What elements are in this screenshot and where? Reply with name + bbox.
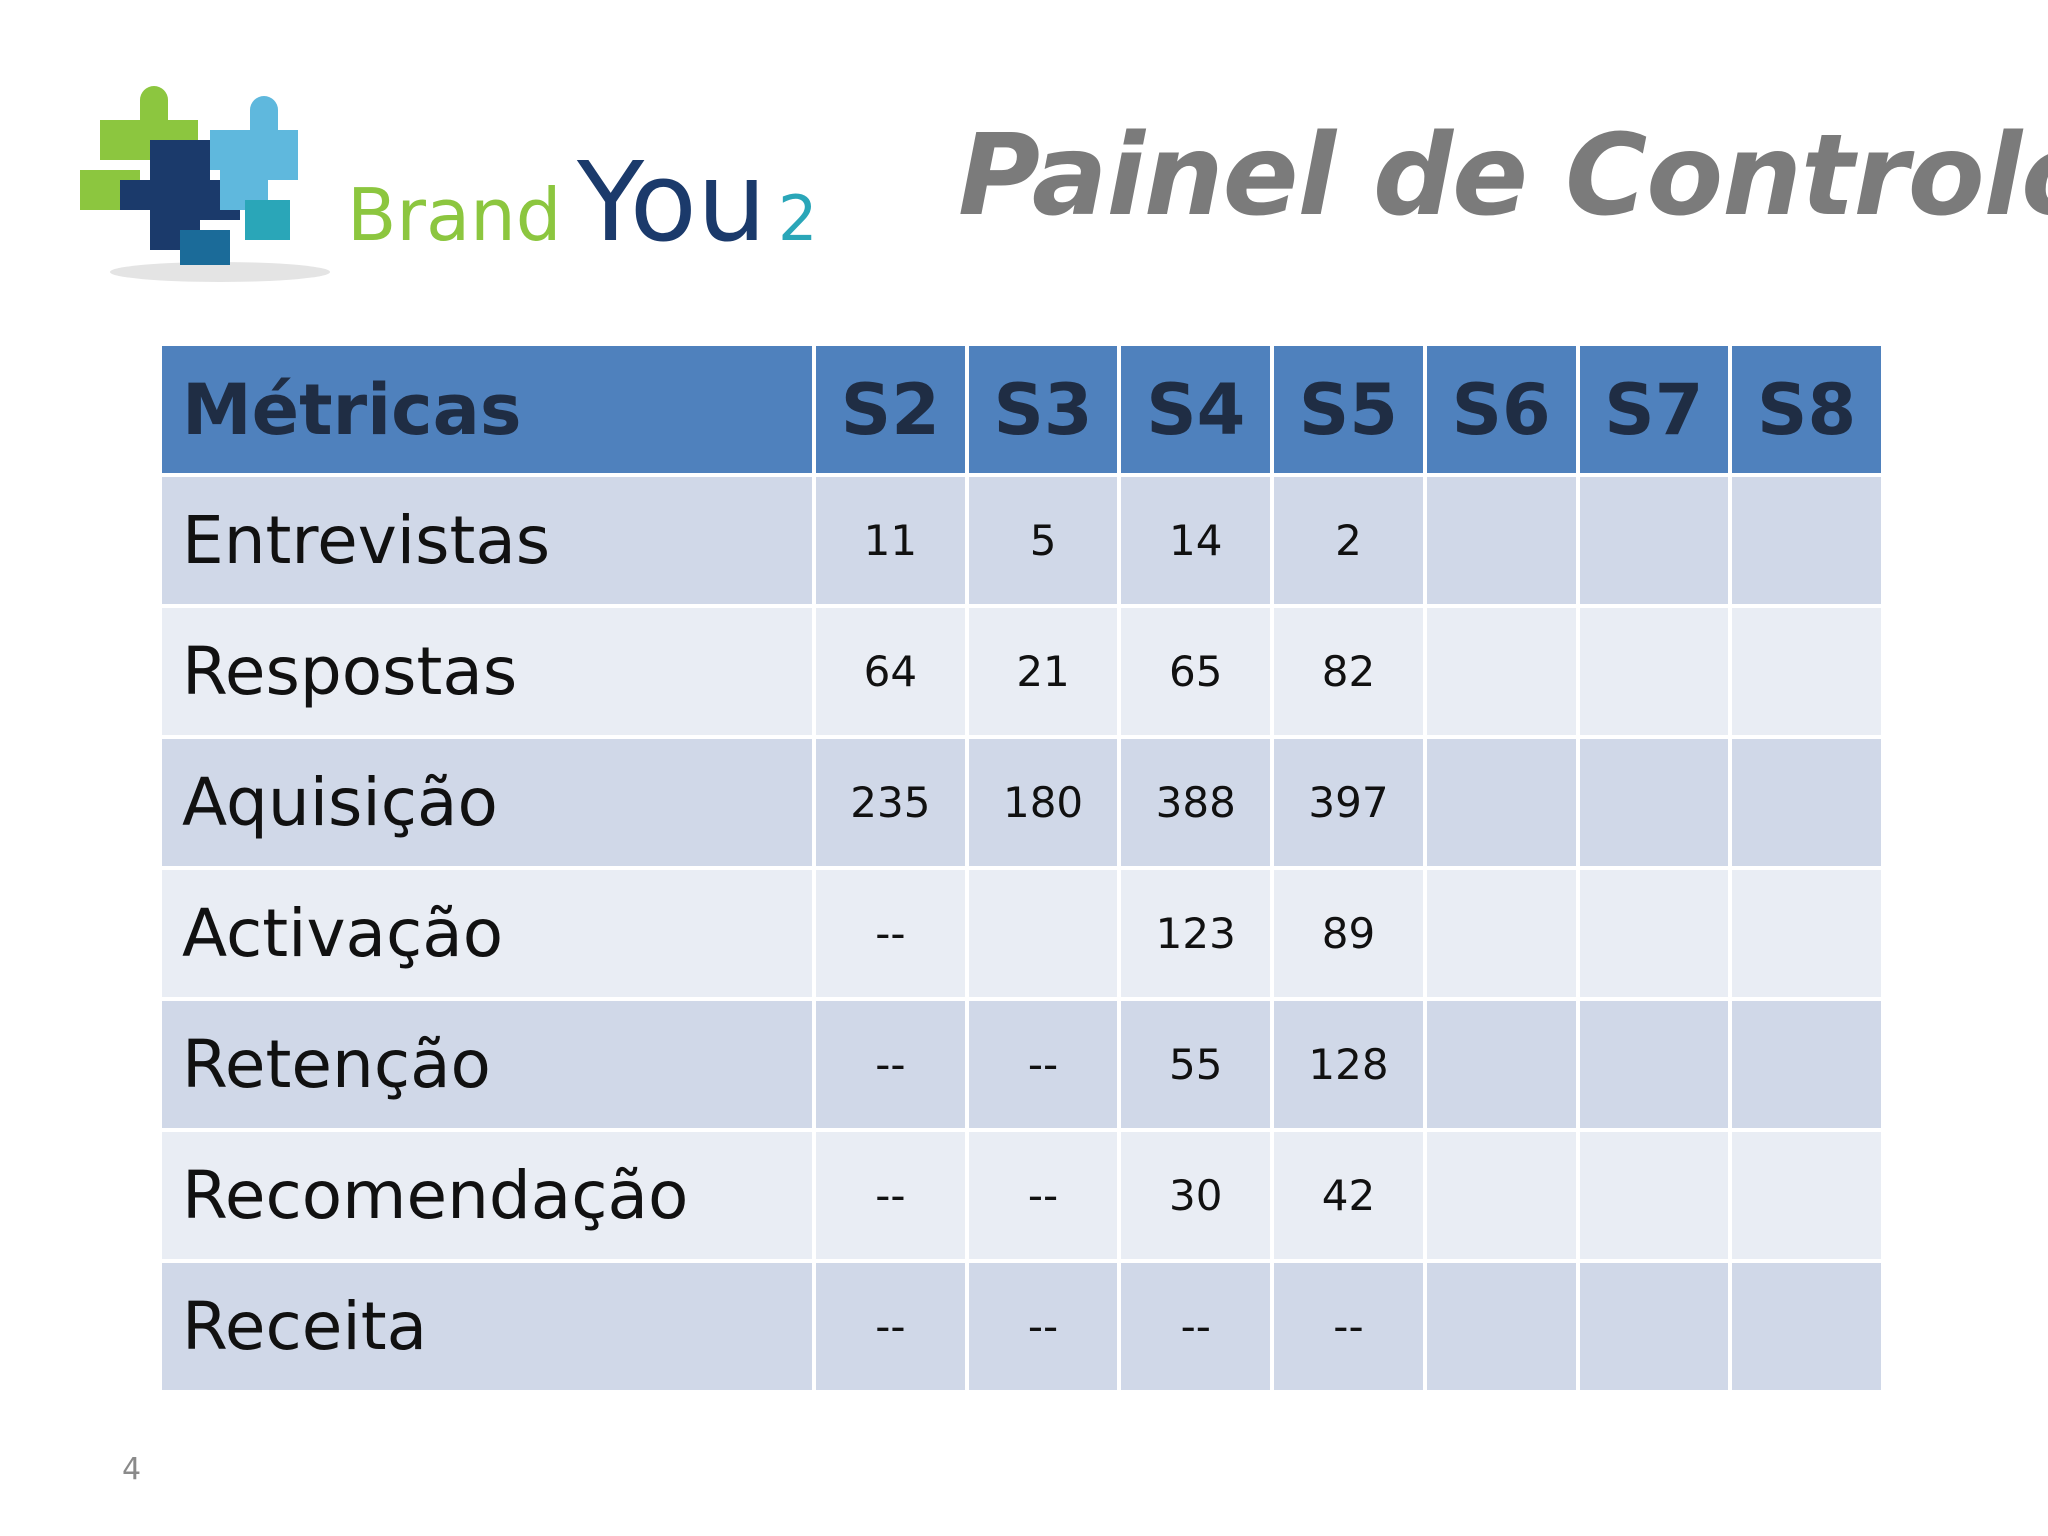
page-title: Painel de Controlo	[958, 111, 2048, 241]
table-cell	[1426, 739, 1576, 866]
table-cell	[1579, 1263, 1729, 1390]
row-label: Entrevistas	[162, 477, 812, 604]
table-cell	[1732, 1263, 1881, 1390]
table-row: Respostas 64 21 65 82	[162, 608, 1881, 735]
table-cell: 11	[816, 477, 965, 604]
table-cell: 123	[1121, 870, 1271, 997]
brand-name-part3: 2	[778, 182, 817, 255]
table-row: Activação -- 123 89	[162, 870, 1881, 997]
table-row: Retenção -- -- 55 128	[162, 1001, 1881, 1128]
table-cell: 42	[1274, 1132, 1423, 1259]
header-s3: S3	[968, 346, 1118, 473]
table-row: Aquisição 235 180 388 397	[162, 739, 1881, 866]
table-row: Recomendação -- -- 30 42	[162, 1132, 1881, 1259]
header-s7: S7	[1579, 346, 1729, 473]
row-label: Recomendação	[162, 1132, 812, 1259]
table-cell: 65	[1121, 608, 1271, 735]
table-cell: 235	[816, 739, 965, 866]
table-cell: 30	[1121, 1132, 1271, 1259]
table-row: Receita -- -- -- --	[162, 1263, 1881, 1390]
table-cell	[1579, 739, 1729, 866]
table-cell	[1426, 1132, 1576, 1259]
table-header-row: Métricas S2 S3 S4 S5 S6 S7 S8	[162, 346, 1881, 473]
table-cell: 180	[968, 739, 1118, 866]
header-metricas: Métricas	[162, 346, 812, 473]
table-cell: 14	[1121, 477, 1271, 604]
table-cell	[1426, 608, 1576, 735]
table-cell	[1732, 739, 1881, 866]
logo-mark-icon	[80, 86, 298, 265]
table-cell	[1732, 477, 1881, 604]
metrics-table: Métricas S2 S3 S4 S5 S6 S7 S8 Entrevista…	[158, 342, 1885, 1394]
header-s6: S6	[1426, 346, 1576, 473]
table-cell: 5	[968, 477, 1118, 604]
table-cell	[1579, 1132, 1729, 1259]
table-cell	[1732, 1001, 1881, 1128]
table-cell	[1732, 870, 1881, 997]
table-cell	[1579, 477, 1729, 604]
table-cell: 397	[1274, 739, 1423, 866]
table-cell	[1579, 870, 1729, 997]
table-cell: 89	[1274, 870, 1423, 997]
row-label: Aquisição	[162, 739, 812, 866]
table-cell: 55	[1121, 1001, 1271, 1128]
table-cell: 64	[816, 608, 965, 735]
header-s5: S5	[1274, 346, 1423, 473]
table-cell: --	[816, 1263, 965, 1390]
table-cell	[1732, 608, 1881, 735]
table-cell	[1426, 1263, 1576, 1390]
table-cell	[1426, 870, 1576, 997]
table-cell: 388	[1121, 739, 1271, 866]
table-cell: --	[816, 1001, 965, 1128]
table-cell: 128	[1274, 1001, 1423, 1128]
table-cell: --	[968, 1263, 1118, 1390]
table-cell: 21	[968, 608, 1118, 735]
row-label: Receita	[162, 1263, 812, 1390]
table-cell	[968, 870, 1118, 997]
brandyou2-logo: Brand You 2	[80, 86, 817, 282]
header-s4: S4	[1121, 346, 1271, 473]
row-label: Respostas	[162, 608, 812, 735]
header-s2: S2	[816, 346, 965, 473]
table-cell	[1426, 1001, 1576, 1128]
table-cell: --	[816, 1132, 965, 1259]
table-cell: --	[1121, 1263, 1271, 1390]
table-cell: --	[1274, 1263, 1423, 1390]
table-cell	[1426, 477, 1576, 604]
table-cell: --	[816, 870, 965, 997]
table-cell: 82	[1274, 608, 1423, 735]
table-cell	[1579, 1001, 1729, 1128]
table-row: Entrevistas 11 5 14 2	[162, 477, 1881, 604]
page-number: 4	[122, 1452, 142, 1487]
brand-name-part2: You	[576, 138, 767, 266]
row-label: Retenção	[162, 1001, 812, 1128]
table-cell	[1732, 1132, 1881, 1259]
table-cell	[1579, 608, 1729, 735]
row-label: Activação	[162, 870, 812, 997]
brand-name-part1: Brand	[347, 173, 561, 257]
table-cell: 2	[1274, 477, 1423, 604]
header-s8: S8	[1732, 346, 1881, 473]
table-cell: --	[968, 1132, 1118, 1259]
table-cell: --	[968, 1001, 1118, 1128]
